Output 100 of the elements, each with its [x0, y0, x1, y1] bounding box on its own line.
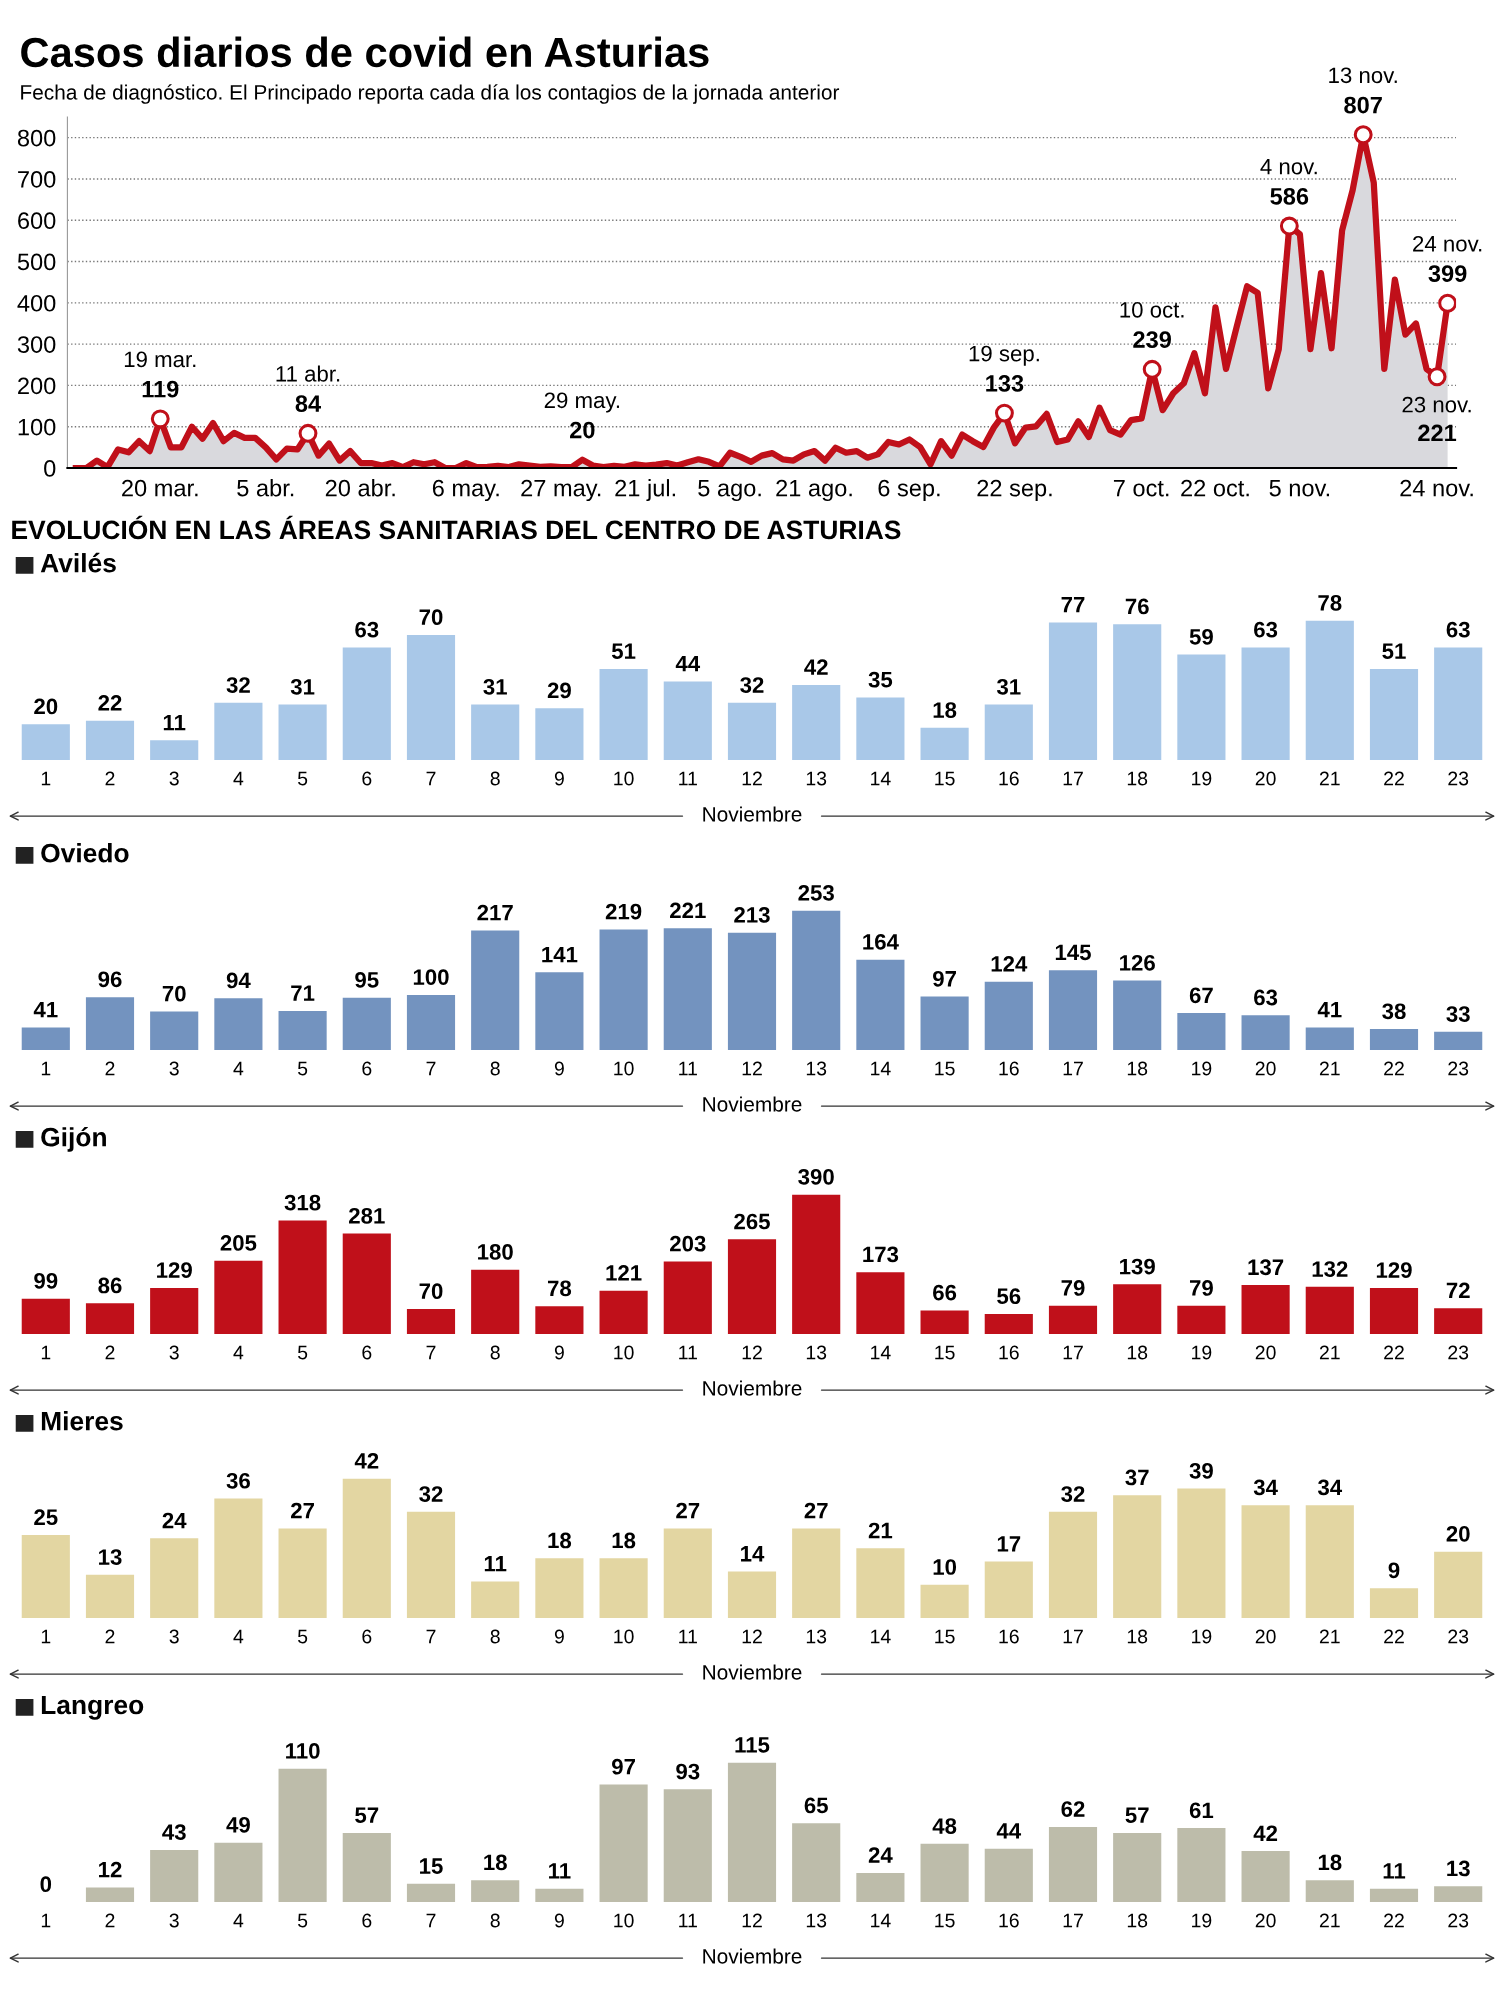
- x-tick-label: 7: [426, 1629, 436, 1644]
- bar: [856, 1272, 905, 1334]
- bar: [535, 972, 584, 1050]
- data-label: 20: [1446, 1525, 1470, 1542]
- data-label: 93: [676, 1763, 700, 1780]
- x-tick-label: 22: [1384, 1061, 1404, 1076]
- x-tick-label: 16: [999, 771, 1019, 786]
- bar: [1305, 1505, 1354, 1618]
- data-label: 39: [1189, 1462, 1213, 1479]
- data-label: 31: [996, 678, 1021, 695]
- data-label: 205: [220, 1235, 257, 1251]
- data-label: 35: [868, 671, 893, 688]
- bar: [1305, 1880, 1354, 1902]
- data-label: 27: [804, 1502, 828, 1519]
- x-tick-label: 12: [742, 771, 762, 786]
- x-tick-label: 15: [935, 1345, 955, 1360]
- x-tick-label: 18: [1127, 1061, 1148, 1076]
- data-label: 141: [542, 946, 578, 963]
- x-tick-label: 20: [1255, 1061, 1276, 1076]
- data-label: 11: [484, 1556, 507, 1572]
- text: Noviembre: [703, 806, 802, 822]
- bar: [1241, 1851, 1290, 1902]
- data-label: 97: [612, 1758, 635, 1775]
- x-tick-label: 4: [233, 1913, 244, 1928]
- data-label: 15: [420, 1858, 443, 1874]
- x-tick-label: 5 abr.: [237, 479, 294, 497]
- data-label: 97: [933, 970, 956, 987]
- x-tick-label: 5: [297, 1345, 308, 1360]
- data-label: 71: [291, 985, 315, 1001]
- data-label: 70: [419, 609, 443, 625]
- data-label: 121: [606, 1265, 642, 1281]
- bar: [21, 1535, 70, 1618]
- data-label: 31: [483, 678, 507, 695]
- x-tick-label: 12: [742, 1345, 762, 1360]
- x-tick-label: 10: [614, 1345, 634, 1360]
- x-tick-label: 7: [426, 1061, 436, 1076]
- bar: [1048, 970, 1098, 1050]
- chart-title: Langreo: [41, 1695, 144, 1720]
- bar: [920, 1310, 969, 1334]
- bar: [984, 1313, 1033, 1334]
- data-label: 56: [997, 1288, 1021, 1305]
- annotation: 4 nov.: [1260, 158, 1317, 175]
- x-tick-label: 15: [935, 1913, 955, 1928]
- bar: [1369, 1029, 1419, 1050]
- annotation: 10 oct.: [1120, 301, 1184, 318]
- x-tick-label: 2: [105, 771, 115, 786]
- x-tick-label: 24 nov.: [1400, 479, 1473, 497]
- bar: [663, 1789, 712, 1902]
- data-label: 32: [226, 677, 250, 693]
- bar: [278, 704, 327, 760]
- data-label: 18: [484, 1854, 507, 1871]
- bar: [535, 1558, 584, 1618]
- x-tick-label: 11: [679, 1061, 697, 1076]
- point: [1142, 359, 1162, 379]
- x-tick-label: 2: [105, 1629, 115, 1644]
- chart-title: Casos diarios de covid en Asturias: [21, 36, 709, 68]
- chart-title: Avilés: [40, 552, 116, 573]
- data-label: 44: [675, 655, 701, 672]
- x-tick-label: 18: [1127, 1345, 1148, 1360]
- x-tick-label: 4: [233, 1345, 244, 1360]
- data-label: 126: [1120, 954, 1155, 971]
- x-tick-label: 15: [935, 1629, 955, 1644]
- x-tick-label: 22: [1384, 1345, 1404, 1360]
- bar: [1241, 647, 1290, 760]
- x-tick-label: 18: [1127, 771, 1148, 786]
- data-label: 67: [1189, 987, 1213, 1004]
- annotation: 23 nov.: [1402, 396, 1471, 413]
- data-label: 96: [98, 971, 122, 988]
- data-label: 66: [933, 1284, 957, 1301]
- x-tick-label: 11: [679, 771, 697, 786]
- bar: [1241, 1285, 1290, 1334]
- data-label: 37: [1125, 1469, 1149, 1486]
- annotation: 20: [570, 421, 595, 439]
- data-label: 24: [162, 1512, 187, 1529]
- bar: [406, 1883, 456, 1902]
- y-tick-label: 600: [18, 212, 56, 230]
- x-tick-label: 22: [1384, 1629, 1404, 1644]
- x-tick-label: 3: [169, 1061, 179, 1076]
- x-tick-label: 1: [41, 1345, 51, 1360]
- point: [298, 423, 318, 443]
- x-tick-label: 13: [806, 1913, 827, 1928]
- data-label: 13: [99, 1549, 122, 1565]
- data-label: 14: [741, 1546, 765, 1562]
- bar: [342, 1832, 391, 1902]
- data-label: 95: [355, 971, 379, 988]
- x-tick-label: 7: [426, 771, 436, 786]
- data-label: 72: [1446, 1282, 1470, 1299]
- x-tick-label: 5 nov.: [1269, 479, 1330, 497]
- y-tick-label: 400: [17, 294, 56, 312]
- text: Noviembre: [703, 1380, 802, 1396]
- x-tick-label: 4: [233, 771, 244, 786]
- data-label: 94: [226, 972, 251, 989]
- x-tick-label: 18: [1127, 1913, 1148, 1928]
- data-label: 79: [1061, 1280, 1085, 1296]
- data-label: 51: [1382, 643, 1406, 659]
- bar: [342, 997, 391, 1050]
- data-label: 124: [991, 956, 1028, 972]
- x-tick-label: 14: [871, 771, 891, 786]
- x-tick-label: 14: [871, 1629, 891, 1644]
- bar: [85, 1887, 135, 1902]
